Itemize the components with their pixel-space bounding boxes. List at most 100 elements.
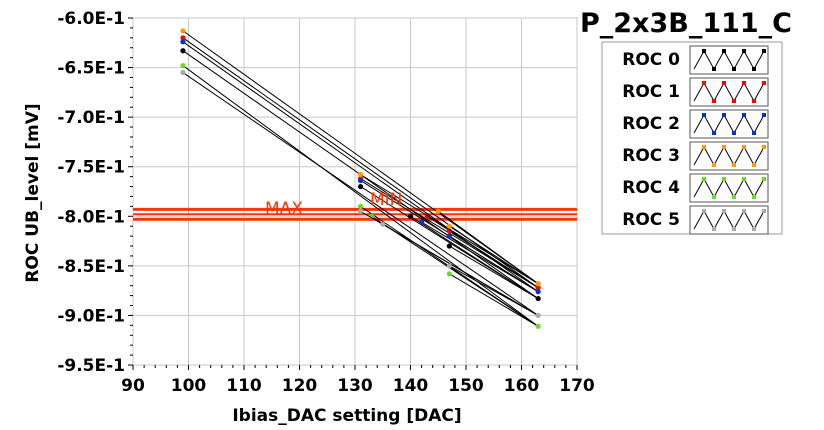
- y-tick-label: -8.5E-1: [57, 257, 125, 277]
- legend-swatch-marker: [742, 177, 746, 181]
- legend-swatch-marker: [702, 177, 706, 181]
- legend-swatch-line: [693, 177, 765, 199]
- legend-label: ROC 4: [622, 178, 680, 198]
- legend-swatch-marker: [712, 195, 716, 199]
- series-line: [382, 223, 539, 316]
- legend-swatch-marker: [762, 49, 766, 53]
- series-line: [360, 174, 539, 285]
- axes: 90 100 110 120 130 140 150 160 170 -6.0E-1 -6.5E-1…: [57, 9, 595, 396]
- legend-swatch-marker: [702, 145, 706, 149]
- series-group: [180, 28, 541, 329]
- data-point: [446, 271, 452, 277]
- legend-swatch-marker: [752, 99, 756, 103]
- data-point: [357, 208, 364, 214]
- legend-swatch-marker: [722, 49, 726, 53]
- x-axis-title: Ibias_DAC setting [DAC]: [232, 406, 461, 426]
- y-tick-label: -6.0E-1: [57, 9, 125, 29]
- series-line: [182, 37, 539, 289]
- legend-swatch-marker: [702, 113, 706, 117]
- data-point: [357, 203, 364, 209]
- series-line: [182, 30, 539, 285]
- data-point: [357, 183, 364, 190]
- legend-label: ROC 5: [622, 210, 680, 230]
- legend-swatch-marker: [712, 227, 716, 231]
- series-line: [410, 215, 539, 299]
- data-point: [435, 208, 441, 214]
- legend-swatch-marker: [732, 195, 736, 199]
- legend-swatch-marker: [732, 163, 736, 167]
- data-point: [535, 281, 541, 287]
- x-tick-label: 110: [226, 376, 262, 396]
- data-point: [180, 28, 186, 34]
- series-line: [449, 265, 539, 316]
- x-tick-label: 90: [121, 376, 145, 396]
- legend-swatch-line: [693, 113, 765, 135]
- legend-swatch-marker: [742, 49, 746, 53]
- legend-swatch-marker: [762, 81, 766, 85]
- x-tick-label: 130: [337, 376, 373, 396]
- data-point: [446, 233, 452, 239]
- data-point: [357, 177, 364, 184]
- legend-swatch-marker: [752, 195, 756, 199]
- legend-label: ROC 2: [622, 114, 680, 134]
- legend-swatch-marker: [742, 113, 746, 117]
- data-point: [180, 48, 186, 54]
- data-point: [446, 263, 452, 269]
- series-roc-5: [180, 69, 541, 319]
- data-point: [535, 285, 541, 291]
- legend-swatch-line: [693, 145, 765, 167]
- legend-swatch-marker: [752, 131, 756, 135]
- x-tick-label: 100: [171, 376, 207, 396]
- series-line: [449, 230, 539, 289]
- legend-swatch-marker: [742, 81, 746, 85]
- data-point: [446, 243, 452, 249]
- legend-swatch-marker: [752, 67, 756, 71]
- legend-swatch-marker: [712, 131, 716, 135]
- legend-swatch-marker: [762, 177, 766, 181]
- legend-label: ROC 0: [622, 50, 680, 70]
- y-tick-label: -7.5E-1: [57, 158, 125, 178]
- legend-swatch-marker: [732, 99, 736, 103]
- legend-swatch-marker: [702, 209, 706, 213]
- legend-swatch-marker: [712, 99, 716, 103]
- data-point: [535, 312, 541, 319]
- data-point: [180, 39, 186, 45]
- series-line: [182, 72, 539, 316]
- series-line: [449, 235, 539, 293]
- legend-swatch-marker: [702, 81, 706, 85]
- reference-lines: [133, 207, 577, 221]
- legend-swatch-marker: [742, 145, 746, 149]
- x-tick-label: 140: [393, 376, 429, 396]
- chart-title: P_2x3B_111_C: [580, 8, 792, 39]
- series-roc-3: [180, 28, 541, 287]
- legend-swatch-marker: [722, 145, 726, 149]
- data-point: [419, 219, 425, 225]
- legend-label: ROC 3: [622, 146, 680, 166]
- y-tick-label: -7.0E-1: [57, 108, 125, 128]
- series-line: [449, 225, 539, 285]
- y-axis-title: ROC UB_level [mV]: [23, 103, 43, 282]
- legend-swatch-marker: [752, 163, 756, 167]
- legend-swatch-marker: [722, 209, 726, 213]
- legend-swatch-marker: [742, 209, 746, 213]
- series-line: [437, 210, 539, 285]
- data-point: [535, 323, 541, 329]
- legend-swatch-marker: [762, 145, 766, 149]
- max-annotation: MAX: [265, 199, 303, 219]
- data-point: [446, 223, 452, 229]
- data-point: [357, 172, 364, 178]
- legend-swatch-marker: [722, 113, 726, 117]
- series-roc-0: [180, 48, 541, 302]
- y-tick-label: -6.5E-1: [57, 59, 125, 79]
- series-roc-2: [180, 39, 541, 295]
- legend-label: ROC 1: [622, 82, 680, 102]
- legend-swatch-marker: [762, 113, 766, 117]
- y-tick-label: -9.5E-1: [57, 356, 125, 376]
- legend-swatch-line: [693, 209, 765, 231]
- legend-swatch-marker: [762, 209, 766, 213]
- x-tick-label: 170: [559, 376, 595, 396]
- legend-swatch-marker: [752, 227, 756, 231]
- legend-swatch-marker: [722, 177, 726, 181]
- data-point: [180, 69, 186, 76]
